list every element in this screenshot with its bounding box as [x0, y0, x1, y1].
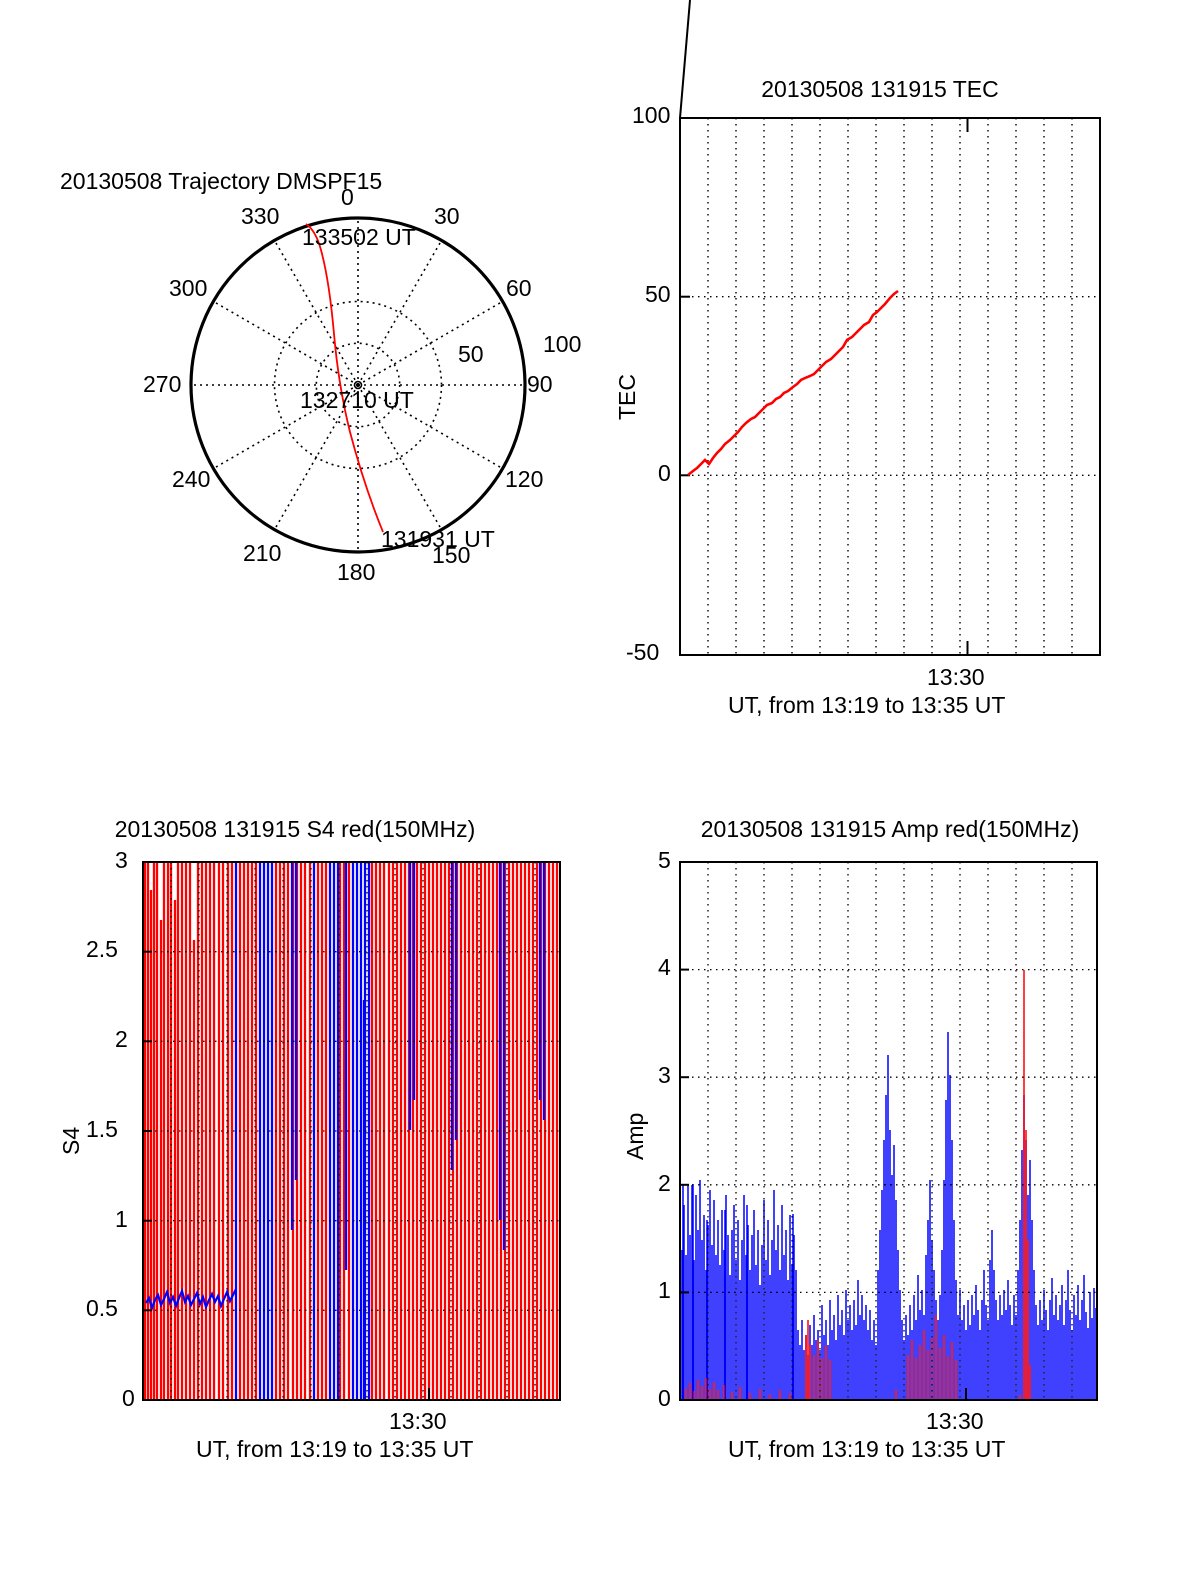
tec-tick-marks: [679, 0, 969, 656]
trajectory-panel: 20130508 Trajectory DMSPF15 0 30 60 90: [0, 0, 600, 700]
amp-title: 20130508 131915 Amp red(150MHz): [700, 816, 1080, 842]
polar-spokes: [191, 218, 525, 552]
s4-xtick-1330: 13:30: [389, 1408, 447, 1434]
tec-xtick-1330: 13:30: [927, 664, 985, 690]
s4-panel: 20130508 131915 S4 red(150MHz): [0, 800, 600, 1575]
tec-axes-frame: [679, 117, 1101, 656]
amp-xtick-1330: 13:30: [926, 1408, 984, 1434]
tec-ytick--50: -50: [626, 639, 660, 665]
amp-panel: 20130508 131915 Amp red(150MHz): [600, 800, 1200, 1575]
amp-ytick-4: 4: [658, 954, 671, 980]
s4-tick-marks: [143, 861, 430, 1401]
s4-plot: [142, 861, 561, 1401]
tec-ytick-50: 50: [645, 281, 671, 307]
polar-radial-label-100: 100: [543, 331, 582, 357]
s4-ytick-0.5: 0.5: [86, 1295, 118, 1321]
amp-ylabel: Amp: [622, 1112, 648, 1160]
polar-ring-25: [315, 342, 401, 428]
tec-ytick-100: 100: [632, 102, 671, 128]
tec-plot: [679, 0, 1101, 656]
amp-series-blue: [681, 1032, 1097, 1400]
amp-ytick-3: 3: [658, 1062, 671, 1088]
polar-azimuth-label-90: 90: [527, 371, 553, 397]
polar-azimuth-label-120: 120: [505, 466, 544, 492]
amp-ytick-0: 0: [658, 1385, 671, 1411]
tec-ytick-0: 0: [658, 460, 671, 486]
polar-azimuth-label-180: 180: [337, 559, 376, 585]
polar-azimuth-label-240: 240: [172, 466, 211, 492]
s4-ylabel: S4: [58, 1126, 84, 1155]
s4-ytick-1: 1: [115, 1206, 128, 1232]
tec-panel: 20130508 131915 TEC: [600, 0, 1200, 720]
tec-title: 20130508 131915 TEC: [761, 76, 999, 102]
trajectory-annotation-mid: 132710 UT: [300, 387, 414, 413]
trajectory-plot: [189, 216, 527, 554]
amp-plot: [679, 861, 1098, 1401]
polar-ring-50: [273, 300, 443, 470]
polar-azimuth-label-150: 150: [432, 542, 471, 568]
polar-outer-circle: [189, 216, 527, 554]
polar-azimuth-label-60: 60: [506, 275, 532, 301]
polar-azimuth-label-30: 30: [434, 203, 460, 229]
amp-series-red: [685, 970, 1031, 1400]
s4-xlabel: UT, from 13:19 to 13:35 UT: [196, 1436, 474, 1462]
trajectory-annotation-start: 131931 UT: [381, 526, 495, 552]
trajectory-title: 20130508 Trajectory DMSPF15: [60, 168, 383, 194]
s4-ytick-0: 0: [122, 1385, 135, 1411]
amp-xlabel: UT, from 13:19 to 13:35 UT: [728, 1436, 1006, 1462]
tec-xlabel: UT, from 13:19 to 13:35 UT: [728, 692, 1006, 718]
s4-blue-baseline: [145, 1287, 237, 1312]
amp-tick-marks: [680, 861, 967, 1401]
s4-plot-background: [143, 862, 560, 1400]
amp-ytick-5: 5: [658, 847, 671, 873]
polar-azimuth-label-300: 300: [169, 275, 208, 301]
polar-azimuth-label-0: 0: [341, 184, 354, 210]
polar-azimuth-label-210: 210: [243, 540, 282, 566]
amp-ytick-1: 1: [658, 1277, 671, 1303]
amp-axes-frame: [679, 861, 1098, 1401]
polar-azimuth-label-270: 270: [143, 371, 182, 397]
amp-ytick-2: 2: [658, 1170, 671, 1196]
polar-azimuth-label-330: 330: [241, 203, 280, 229]
s4-ytick-1.5: 1.5: [86, 1116, 118, 1142]
trajectory-annotation-end: 133502 UT: [302, 224, 416, 250]
trajectory-curve: [305, 223, 384, 533]
polar-radial-label-50: 50: [458, 341, 484, 367]
s4-ytick-2: 2: [115, 1026, 128, 1052]
s4-ytick-3: 3: [115, 847, 128, 873]
tec-ylabel: TEC: [614, 374, 640, 420]
amp-data-region: [681, 970, 1097, 1400]
polar-center-marker: [353, 380, 363, 390]
s4-ytick-2.5: 2.5: [86, 936, 118, 962]
s4-title: 20130508 131915 S4 red(150MHz): [114, 816, 476, 842]
tec-series-line: [687, 289, 899, 477]
